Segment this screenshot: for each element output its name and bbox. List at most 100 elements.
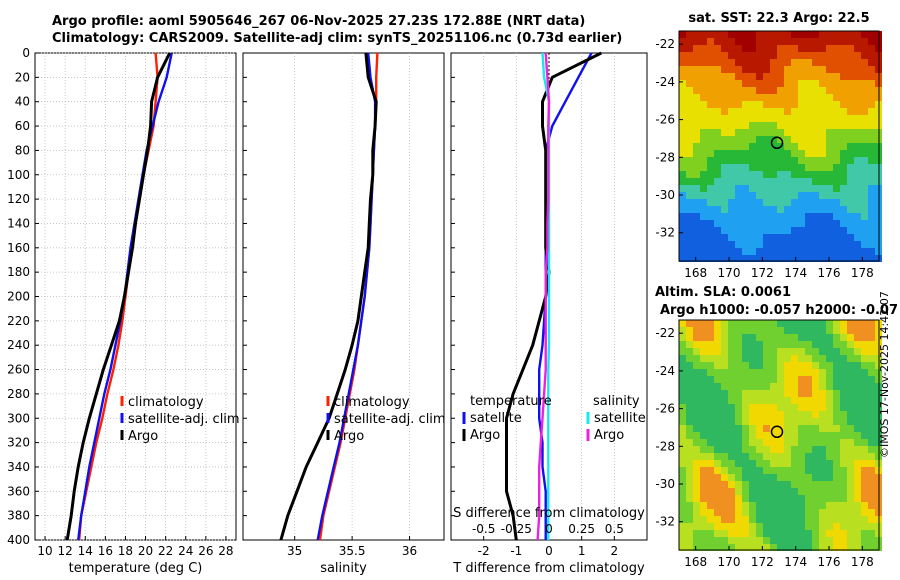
sst_map-cell: [777, 108, 784, 115]
sst_map-cell: [756, 38, 763, 45]
sst_map-cell: [763, 227, 770, 234]
sst_map-cell: [777, 38, 784, 45]
salinity-diff-tick-label: 0.25: [568, 522, 595, 536]
sla_map-cell: [763, 341, 770, 348]
sla_map-cell: [791, 502, 798, 509]
sst_map-cell: [679, 206, 686, 213]
sst_map-cell: [819, 206, 826, 213]
sla_map-cell: [763, 383, 770, 390]
sla_map-cell: [679, 418, 686, 425]
sst_map-cell: [798, 45, 805, 52]
sst_map-cell: [812, 185, 819, 192]
sst_map-cell: [868, 213, 875, 220]
sst_map-cell: [798, 171, 805, 178]
sst_map-cell: [826, 59, 833, 66]
sst_map-cell: [714, 108, 721, 115]
sla_map-cell: [868, 425, 875, 432]
sst_map-cell: [742, 171, 749, 178]
sst_map-cell: [749, 52, 756, 59]
sla_map-cell: [735, 467, 742, 474]
sla_map-cell: [721, 369, 728, 376]
sla_map-cell: [707, 488, 714, 495]
sla_map-cell: [812, 467, 819, 474]
sla_map-cell: [826, 397, 833, 404]
sla_map-cell: [742, 446, 749, 453]
sst_map-cell: [742, 255, 749, 262]
sla_map-cell: [854, 523, 861, 530]
sla_map-cell: [854, 432, 861, 439]
sla_map-cell: [756, 411, 763, 418]
sla_map-cell: [840, 341, 847, 348]
sst_map-cell: [742, 80, 749, 87]
sst_map-cell: [679, 94, 686, 101]
sla_map-cell: [728, 509, 735, 516]
sla_map-cell: [791, 516, 798, 523]
sst_map-cell: [826, 157, 833, 164]
sla_map-cell: [714, 425, 721, 432]
sst_map-cell: [679, 164, 686, 171]
sla_map-cell: [861, 334, 868, 341]
difference-xtick-label: 2: [611, 544, 619, 558]
title-line-1: Argo profile: aoml 5905646_267 06-Nov-20…: [52, 14, 586, 29]
sla_map-cell: [819, 453, 826, 460]
sla_map-cell: [742, 488, 749, 495]
sst_map-cell: [847, 199, 854, 206]
sst_map-cell: [721, 227, 728, 234]
sla_map-cell: [805, 474, 812, 481]
sla_map-cell: [770, 439, 777, 446]
sst_map-cell: [833, 73, 840, 80]
sst_map-cell: [812, 199, 819, 206]
sla_map-cell: [868, 376, 875, 383]
sst_map-cell: [840, 136, 847, 143]
sla_map-group: [679, 320, 882, 551]
sst_map-cell: [700, 38, 707, 45]
sla_map-cell: [749, 523, 756, 530]
sla_map-cell: [679, 341, 686, 348]
sla_map-cell: [812, 474, 819, 481]
sla_map-cell: [854, 495, 861, 502]
sla_map-cell: [791, 523, 798, 530]
depth-tick-label: 240: [7, 338, 30, 352]
sla_map-cell: [868, 516, 875, 523]
sst_map-cell: [819, 129, 826, 136]
sst_map-cell: [868, 87, 875, 94]
sla_map-cell: [847, 327, 854, 334]
sst_map-cell: [777, 157, 784, 164]
sst_map-cell: [679, 255, 686, 262]
sla_map-cell: [700, 376, 707, 383]
sla_map-cell: [812, 446, 819, 453]
sla_map-cell: [735, 537, 742, 544]
sst_map-cell: [833, 87, 840, 94]
sla_map-cell: [798, 453, 805, 460]
credit-label: ©IMOS 17-Nov-2025 14:42:07: [878, 291, 891, 458]
sst_map-cell: [840, 157, 847, 164]
sst_map-cell: [826, 31, 833, 38]
sst_map-cell: [847, 59, 854, 66]
sst_map-cell: [854, 143, 861, 150]
sst_map-cell: [861, 129, 868, 136]
sst_map-cell: [784, 73, 791, 80]
sla_map-cell: [840, 397, 847, 404]
sst_map-cell: [777, 206, 784, 213]
sla_map-cell: [805, 397, 812, 404]
sst_map-cell: [833, 178, 840, 185]
sst_map-cell: [707, 66, 714, 73]
sla_map-cell: [847, 502, 854, 509]
sla_map-cell: [840, 369, 847, 376]
sla_map-cell: [868, 446, 875, 453]
salinity-diff-tick-label: -0.25: [501, 522, 532, 536]
sla_map-cell: [728, 488, 735, 495]
sla_map-cell: [826, 453, 833, 460]
sla_map-cell: [714, 495, 721, 502]
sst_map-cell: [735, 255, 742, 262]
sla_map-cell: [777, 383, 784, 390]
sst_map-cell: [840, 234, 847, 241]
sst_map-cell: [847, 171, 854, 178]
temperature-legend-label: Argo: [128, 429, 158, 444]
sst_map-cell: [679, 199, 686, 206]
sst_map-cell: [693, 157, 700, 164]
sla_map-xtick-label: 176: [818, 555, 841, 569]
sla_map-cell: [861, 348, 868, 355]
sla_map-cell: [826, 502, 833, 509]
sst_map-cell: [819, 255, 826, 262]
